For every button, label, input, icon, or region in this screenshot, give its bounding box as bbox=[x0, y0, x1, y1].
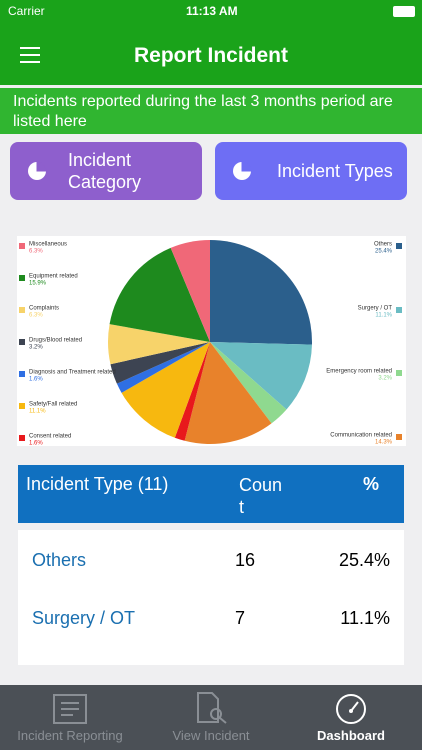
tab-view[interactable]: View Incident bbox=[172, 728, 250, 743]
legend-label: Communication related bbox=[330, 433, 392, 439]
legend-label: Emergency room related bbox=[326, 369, 392, 375]
pie-slice bbox=[121, 342, 210, 438]
legend-value: 1.6% bbox=[29, 441, 43, 446]
pie-slice bbox=[110, 342, 210, 384]
clock: 11:13 AM bbox=[186, 4, 238, 18]
percent: 11.1% bbox=[340, 608, 390, 628]
header-bg bbox=[0, 0, 422, 85]
table-row[interactable]: Others 16 25.4% bbox=[18, 530, 404, 589]
legend-swatch bbox=[19, 403, 25, 409]
header-title: Report Incident bbox=[133, 44, 288, 67]
battery bbox=[393, 6, 415, 17]
legend-value: 14.3% bbox=[375, 440, 393, 446]
legend-value: 11.1% bbox=[29, 409, 46, 415]
legend-swatch bbox=[19, 339, 25, 345]
legend-value: 6.3% bbox=[29, 249, 43, 255]
legend-label: Consent related bbox=[29, 434, 71, 440]
legend-swatch bbox=[19, 435, 25, 441]
count: 7 bbox=[235, 608, 246, 628]
button-label: Incident Types bbox=[277, 160, 393, 181]
legend-swatch bbox=[19, 275, 25, 281]
legend-value: 3.2% bbox=[378, 376, 392, 382]
legend-swatch bbox=[396, 370, 402, 376]
column-header: Incident Type (11) bbox=[26, 474, 169, 494]
legend-value: 11.1% bbox=[375, 313, 392, 319]
percent: 25.4% bbox=[338, 550, 390, 570]
legend-swatch bbox=[19, 307, 25, 313]
category-button[interactable]: Incident Category bbox=[10, 142, 202, 200]
legend-label: Equipment related bbox=[29, 274, 78, 280]
tab-reporting[interactable]: Incident Reporting bbox=[17, 728, 123, 743]
pie-slice bbox=[210, 240, 312, 345]
view-icon bbox=[197, 692, 227, 724]
legend-value: 1.6% bbox=[29, 377, 43, 383]
legend-swatch bbox=[19, 371, 25, 377]
report-icon bbox=[53, 694, 87, 724]
legend-label: Drugs/Blood related bbox=[29, 338, 82, 344]
legend-value: 3.2% bbox=[29, 345, 43, 351]
column-header: Count bbox=[239, 475, 283, 517]
legend-swatch bbox=[19, 243, 25, 249]
types-button[interactable]: Incident Types bbox=[215, 142, 407, 200]
legend-label: Safety/Fall related bbox=[29, 402, 77, 408]
dashboard-icon bbox=[336, 694, 366, 724]
pie-slice bbox=[184, 342, 272, 444]
pie-slice bbox=[116, 342, 210, 393]
banner: Incidents reported during the last 3 mon… bbox=[13, 93, 393, 130]
legend-label: Diagnosis and Treatment related bbox=[29, 370, 116, 376]
legend-label: Others bbox=[374, 242, 392, 248]
pie-slice bbox=[170, 240, 210, 342]
table-header: Incident Type (11) Count % bbox=[18, 465, 404, 523]
legend-swatch bbox=[396, 434, 402, 440]
pie-slice bbox=[108, 324, 210, 365]
legend-swatch bbox=[396, 307, 402, 313]
legend-value: 6.3% bbox=[29, 313, 43, 319]
legend-value: 15.9% bbox=[29, 281, 47, 287]
button-label: Incident Category bbox=[68, 150, 142, 192]
pie-slice bbox=[109, 247, 210, 342]
legend-swatch bbox=[396, 243, 402, 249]
pie-icon bbox=[28, 161, 47, 180]
pie-slice bbox=[210, 342, 312, 410]
pie-icon bbox=[233, 161, 252, 180]
type: Surgery / OT bbox=[32, 608, 136, 628]
banner-bg bbox=[0, 88, 422, 134]
table-clip bbox=[0, 665, 422, 685]
pie-slice bbox=[210, 342, 287, 424]
pie-slice bbox=[174, 342, 210, 441]
table-row[interactable]: Surgery / OT 7 11.1% bbox=[18, 588, 404, 647]
type: Others bbox=[32, 550, 87, 570]
legend-label: Surgery / OT bbox=[358, 306, 393, 312]
legend-value: 25.4% bbox=[375, 249, 393, 255]
tab-dashboard[interactable]: Dashboard bbox=[317, 728, 385, 743]
carrier: Carrier bbox=[8, 4, 45, 18]
column-header: % bbox=[363, 474, 380, 494]
legend-label: Complaints bbox=[29, 306, 59, 312]
menu-icon[interactable] bbox=[20, 46, 42, 64]
count: 16 bbox=[235, 550, 256, 570]
legend-label: Miscellaneous bbox=[29, 242, 67, 248]
